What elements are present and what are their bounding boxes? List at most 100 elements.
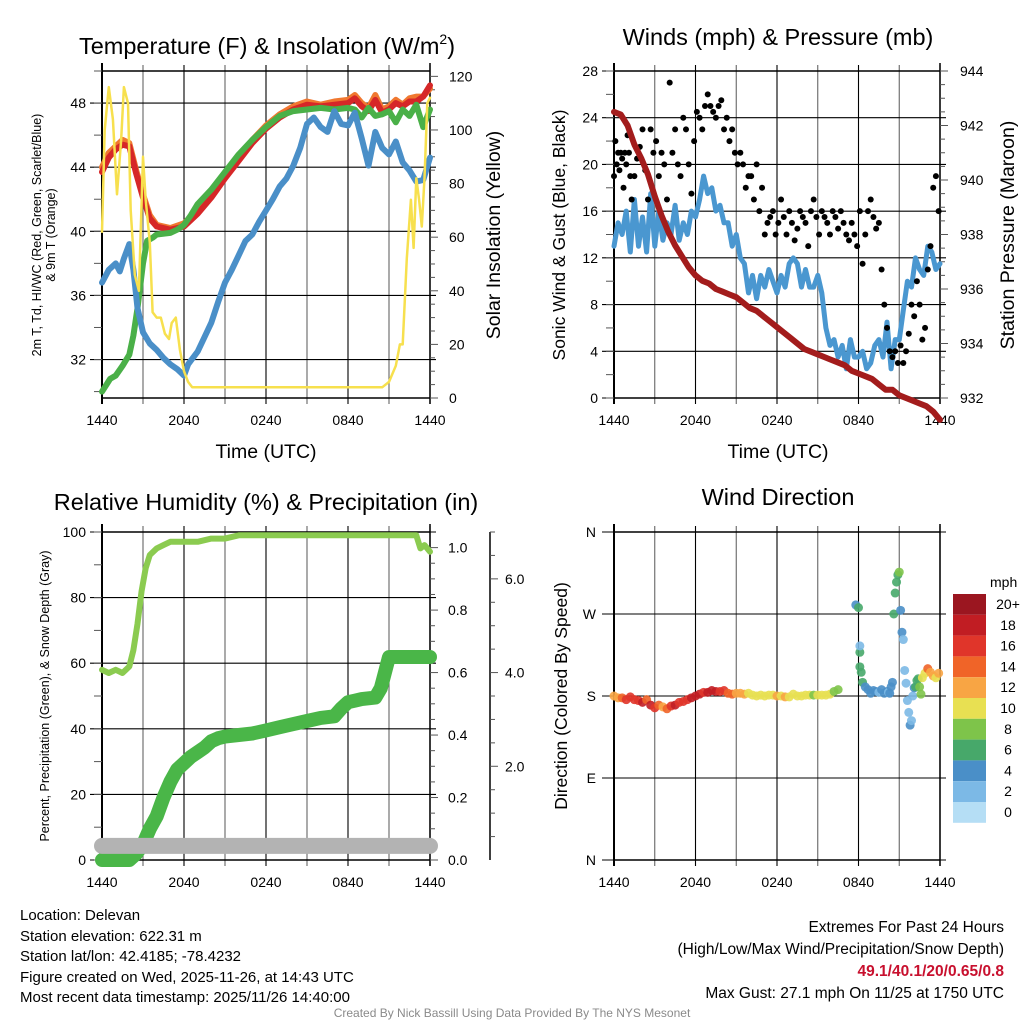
- wind-direction-point: [915, 682, 925, 692]
- gust-point: [935, 208, 942, 215]
- gust-point: [908, 301, 915, 308]
- series-relative-humidity: [99, 532, 433, 676]
- right-tick-label: 942: [960, 118, 984, 134]
- gust-point: [663, 196, 670, 203]
- wind-direction-y-axis-label: Direction (Colored By Speed): [551, 582, 571, 810]
- left-tick-label: 44: [70, 159, 86, 175]
- wind-direction-point: [856, 667, 866, 677]
- x-tick-label: 0240: [761, 874, 792, 890]
- wind-direction-point: [894, 567, 904, 577]
- gust-point: [674, 161, 681, 168]
- temperature-y-axis-label-line2: & 9m T (Orange): [44, 188, 58, 281]
- left-tick-label: 100: [63, 524, 87, 540]
- gust-point: [691, 138, 698, 145]
- legend-label: 18: [1000, 617, 1016, 633]
- gust-point: [932, 173, 939, 180]
- wind-direction-point: [900, 665, 910, 675]
- humidity-chart: 1440 2040 0240 0840 14400204060801000.00.20.…: [63, 524, 525, 890]
- x-tick-label: 2040: [680, 874, 711, 890]
- gust-point: [723, 114, 730, 121]
- gust-point: [772, 231, 779, 238]
- right-tick-label: 100: [449, 122, 473, 138]
- gust-point: [894, 359, 901, 366]
- winds-right-axis-label: Station Pressure (Maroon): [997, 121, 1019, 350]
- gust-point: [764, 219, 771, 226]
- legend-swatch: [953, 614, 986, 636]
- gust-point: [672, 126, 679, 133]
- x-tick-label: 1440: [414, 412, 445, 428]
- winds-chart-title: Winds (mph) & Pressure (mb): [623, 24, 934, 50]
- left-tick-label: 48: [70, 95, 86, 111]
- gust-point: [756, 208, 763, 215]
- snow-depth-tick-label: 4.0: [505, 665, 525, 681]
- gust-point: [799, 213, 806, 220]
- gust-point: [616, 167, 623, 174]
- legend-label: 12: [1000, 679, 1016, 695]
- gust-point: [889, 354, 896, 361]
- gust-point: [826, 231, 833, 238]
- gust-point: [927, 243, 934, 250]
- gust-point: [704, 91, 711, 98]
- right-tick-label: 40: [449, 283, 465, 299]
- gust-point: [905, 330, 912, 337]
- legend-swatch: [953, 594, 986, 615]
- temperature-chart: 1440 2040 0240 0840 144032364044480204060801…: [70, 63, 473, 428]
- legend-swatch: [953, 677, 986, 698]
- snow-depth-tick-label: 6.0: [505, 571, 525, 587]
- x-tick-label: 1440: [414, 874, 445, 890]
- gust-point: [821, 213, 828, 220]
- legend-label: 4: [1004, 762, 1012, 778]
- gust-point: [631, 173, 638, 180]
- wind-direction-point: [897, 627, 907, 637]
- gust-point: [712, 114, 719, 121]
- gust-point: [677, 173, 684, 180]
- gust-point: [845, 237, 852, 244]
- gust-point: [848, 219, 855, 226]
- wind-direction-point: [855, 641, 865, 651]
- gust-point: [813, 213, 820, 220]
- right-tick-label: 0.8: [448, 602, 468, 618]
- legend-label: 6: [1004, 742, 1012, 758]
- gust-point: [729, 126, 736, 133]
- direction-tick-label: E: [587, 770, 596, 786]
- gust-point: [753, 161, 760, 168]
- wind-direction-point: [890, 588, 900, 598]
- legend-swatch: [953, 656, 986, 678]
- wind-direction-point: [889, 609, 899, 619]
- right-tick-label: 938: [960, 227, 984, 243]
- wind-direction-point: [854, 603, 863, 613]
- gust-point: [919, 336, 926, 343]
- right-tick-label: 0.6: [448, 665, 468, 681]
- gust-point: [884, 324, 891, 331]
- credit-line: Created By Nick Bassill Using Data Provi…: [333, 1006, 691, 1020]
- station-elevation: Station elevation: 622.31 m: [20, 927, 202, 945]
- station-info: Location: Delevan Station elevation: 622…: [20, 906, 354, 1009]
- gust-point: [930, 184, 937, 191]
- legend-swatch: [953, 802, 986, 823]
- humidity-y-axis-label: Percent, Precipitation (Green), & Snow D…: [38, 550, 52, 841]
- temperature-x-axis-label: Time (UTC): [215, 441, 316, 463]
- legend-swatch: [953, 698, 986, 719]
- legend-label: 14: [1000, 658, 1016, 674]
- right-tick-label: 0.2: [448, 790, 468, 806]
- gust-point: [748, 173, 755, 180]
- wind-direction-point: [906, 716, 916, 726]
- direction-tick-label: N: [586, 524, 596, 540]
- legend-title: mph: [990, 574, 1017, 590]
- x-tick-label: 1440: [86, 874, 117, 890]
- right-tick-label: 0: [449, 390, 457, 406]
- x-tick-label: 0840: [332, 874, 363, 890]
- left-tick-label: 40: [70, 721, 86, 737]
- gust-point: [873, 225, 880, 232]
- gust-point: [680, 114, 687, 121]
- gust-point: [835, 225, 842, 232]
- x-tick-label: 0240: [761, 412, 792, 428]
- left-tick-label: 0: [78, 852, 86, 868]
- gust-point: [685, 161, 692, 168]
- wind-direction-point: [855, 647, 865, 657]
- gust-point: [620, 184, 627, 191]
- gust-point: [851, 231, 858, 238]
- gust-point: [707, 103, 714, 110]
- gust-point: [797, 208, 804, 215]
